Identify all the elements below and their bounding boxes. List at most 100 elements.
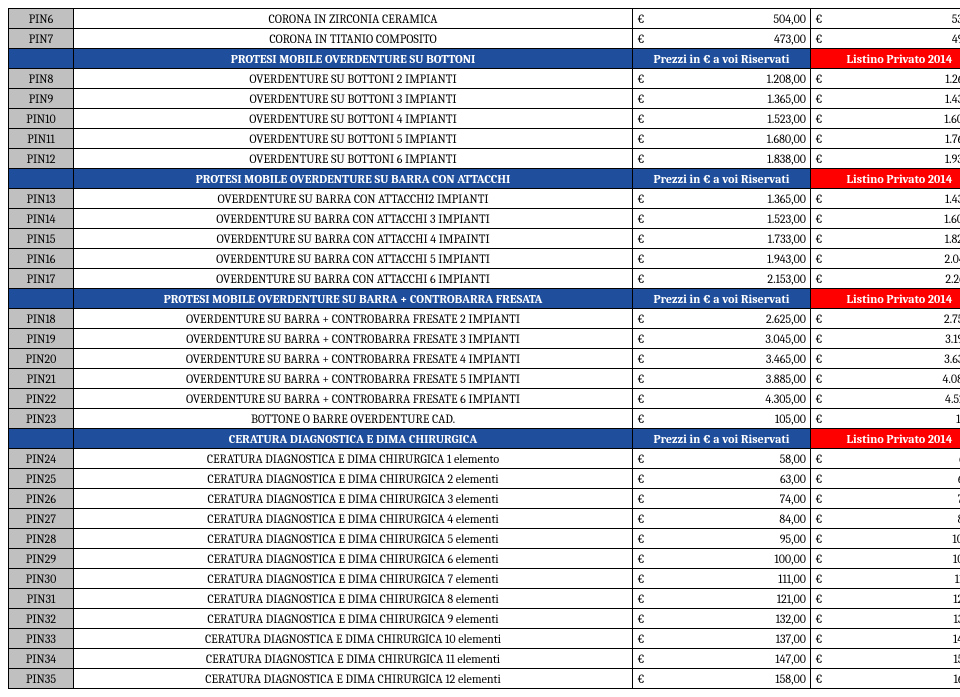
table-row: PIN35CERATURA DIAGNOSTICA E DIMA CHIRURG…	[9, 669, 960, 689]
product-code: PIN21	[9, 369, 74, 389]
product-code: PIN6	[9, 9, 74, 29]
product-description: CERATURA DIAGNOSTICA E DIMA CHIRURGICA 1…	[74, 449, 633, 469]
price-listino: 100,00€	[811, 529, 960, 549]
price-listino-value: 105,00	[953, 552, 960, 566]
table-row: PIN30CERATURA DIAGNOSTICA E DIMA CHIRURG…	[9, 569, 960, 589]
price-listino-value: 1.600,00	[944, 212, 960, 226]
euro-symbol: €	[815, 92, 823, 106]
product-description: CERATURA DIAGNOSTICA E DIMA CHIRURGICA 2…	[74, 469, 633, 489]
price-reserved: 2.625,00€	[633, 309, 811, 329]
table-row: PIN27CERATURA DIAGNOSTICA E DIMA CHIRURG…	[9, 509, 960, 529]
table-row: PIN6CORONA IN ZIRCONIA CERAMICA504,00€53…	[9, 9, 960, 29]
price-listino: 497,00€	[811, 29, 960, 49]
euro-symbol: €	[637, 332, 645, 346]
euro-symbol: €	[637, 612, 645, 626]
price-reserved: 105,00€	[633, 409, 811, 429]
price-listino-value: 4.521,00	[945, 392, 960, 406]
product-code: PIN35	[9, 669, 74, 689]
price-reserved: 147,00€	[633, 649, 811, 669]
product-code: PIN9	[9, 89, 74, 109]
price-listino-value: 2.041,00	[945, 252, 960, 266]
price-reserved: 473,00€	[633, 29, 811, 49]
price-listino-value: 1.269,00	[945, 72, 960, 86]
product-code: PIN10	[9, 109, 74, 129]
price-reserved-value: 1.365,00	[767, 192, 806, 206]
euro-symbol: €	[637, 412, 645, 426]
price-listino-value: 1.600,00	[944, 112, 960, 126]
price-reserved-value: 74,00	[780, 492, 806, 506]
section-header-title: PROTESI MOBILE OVERDENTURE SU BARRA + CO…	[74, 289, 633, 309]
price-listino: 4.080,00€	[811, 369, 960, 389]
price-table-body: PIN6CORONA IN ZIRCONIA CERAMICA504,00€53…	[9, 9, 960, 689]
product-code: PIN30	[9, 569, 74, 589]
price-reserved: 111,00€	[633, 569, 811, 589]
product-description: OVERDENTURE SU BARRA CON ATTACCHI2 IMPIA…	[74, 189, 633, 209]
price-reserved-value: 3.885,00	[766, 372, 806, 386]
euro-symbol: €	[815, 132, 823, 146]
table-row: PIN17OVERDENTURE SU BARRA CON ATTACCHI 6…	[9, 269, 960, 289]
price-reserved: 84,00€	[633, 509, 811, 529]
euro-symbol: €	[815, 472, 823, 486]
product-code: PIN28	[9, 529, 74, 549]
price-listino: 128,00€	[811, 589, 960, 609]
price-table: PIN6CORONA IN ZIRCONIA CERAMICA504,00€53…	[8, 8, 960, 689]
table-row: PIN15OVERDENTURE SU BARRA CON ATTACCHI 4…	[9, 229, 960, 249]
euro-symbol: €	[815, 232, 823, 246]
euro-symbol: €	[637, 672, 645, 686]
euro-symbol: €	[637, 492, 645, 506]
price-listino: 2.261,00€	[811, 269, 960, 289]
euro-symbol: €	[637, 232, 645, 246]
euro-symbol: €	[815, 552, 823, 566]
euro-symbol: €	[815, 192, 823, 206]
price-reserved: 1.523,00€	[633, 109, 811, 129]
product-code: PIN19	[9, 329, 74, 349]
price-reserved: 1.365,00 €	[633, 189, 811, 209]
product-description: OVERDENTURE SU BARRA + CONTROBARRA FRESA…	[74, 389, 633, 409]
euro-symbol: €	[815, 12, 823, 26]
price-listino-value: 3.198,00	[945, 332, 960, 346]
price-listino-value: 1.434,00	[945, 192, 960, 206]
euro-symbol: €	[637, 132, 645, 146]
euro-symbol: €	[637, 192, 645, 206]
table-row: PIN10OVERDENTURE SU BOTTONI 4 IMPIANTI1.…	[9, 109, 960, 129]
price-listino: 155,00€	[811, 649, 960, 669]
euro-symbol: €	[815, 72, 823, 86]
euro-symbol: €	[815, 572, 823, 586]
product-description: CERATURA DIAGNOSTICA E DIMA CHIRURGICA 3…	[74, 489, 633, 509]
price-listino: 3.198,00€	[811, 329, 960, 349]
product-code: PIN24	[9, 449, 74, 469]
price-listino: 4.521,00€	[811, 389, 960, 409]
euro-symbol: €	[815, 532, 823, 546]
table-row: PIN29CERATURA DIAGNOSTICA E DIMA CHIRURG…	[9, 549, 960, 569]
table-row: PIN16OVERDENTURE SU BARRA CON ATTACCHI 5…	[9, 249, 960, 269]
euro-symbol: €	[637, 212, 645, 226]
product-code: PIN11	[9, 129, 74, 149]
header-code-cell	[9, 49, 74, 69]
product-code: PIN13	[9, 189, 74, 209]
product-description: CERATURA DIAGNOSTICA E DIMA CHIRURGICA 9…	[74, 609, 633, 629]
price-reserved: 74,00 €	[633, 489, 811, 509]
table-row: PROTESI MOBILE OVERDENTURE SU BARRA + CO…	[9, 289, 960, 309]
price-listino: 144,00€	[811, 629, 960, 649]
euro-symbol: €	[815, 152, 823, 166]
product-description: CERATURA DIAGNOSTICA E DIMA CHIRURGICA 8…	[74, 589, 633, 609]
price-reserved: 3.465,00€	[633, 349, 811, 369]
product-description: OVERDENTURE SU BOTTONI 5 IMPIANTI	[74, 129, 633, 149]
table-row: PIN18OVERDENTURE SU BARRA + CONTROBARRA …	[9, 309, 960, 329]
price-reserved: 2.153,00€	[633, 269, 811, 289]
product-code: PIN25	[9, 469, 74, 489]
price-listino-value: 139,00	[954, 612, 960, 626]
price-reserved: 3.045,00€	[633, 329, 811, 349]
price-reserved-value: 1.733,00	[768, 232, 806, 246]
table-row: PIN20OVERDENTURE SU BARRA + CONTROBARRA …	[9, 349, 960, 369]
euro-symbol: €	[815, 372, 823, 386]
product-description: CERATURA DIAGNOSTICA E DIMA CHIRURGICA 4…	[74, 509, 633, 529]
price-reserved: 95,00€	[633, 529, 811, 549]
price-reserved-value: 111,00	[778, 572, 806, 586]
table-row: PIN25CERATURA DIAGNOSTICA E DIMA CHIRURG…	[9, 469, 960, 489]
price-listino-value: 111,00	[956, 412, 960, 426]
euro-symbol: €	[637, 12, 645, 26]
price-reserved: 504,00€	[633, 9, 811, 29]
price-reserved-value: 58,00	[780, 452, 806, 466]
price-reserved-value: 1.943,00	[767, 252, 806, 266]
